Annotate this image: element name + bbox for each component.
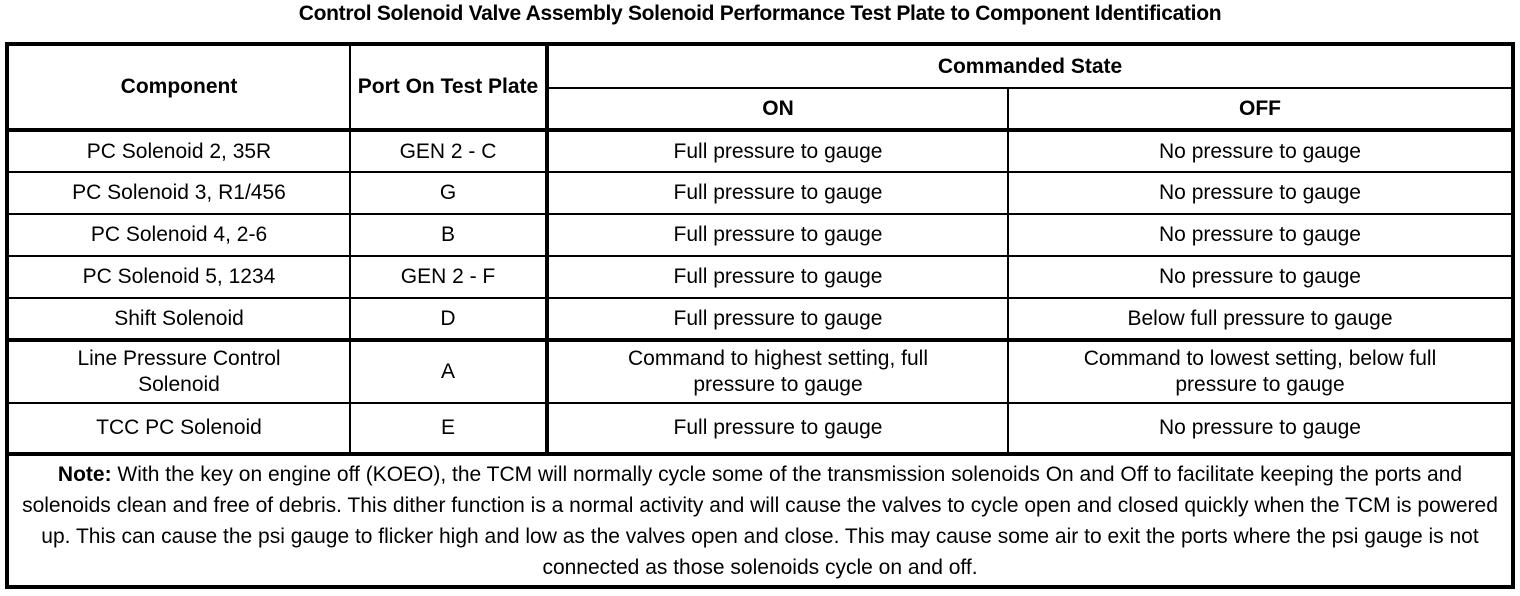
- cell-port: GEN 2 - F: [349, 255, 549, 299]
- cell-component: Line Pressure Control Solenoid: [6, 339, 351, 404]
- col-header-port-on-test-plate: Port On Test Plate: [349, 43, 549, 132]
- cell-port: D: [349, 297, 549, 342]
- table-row: Line Pressure Control Solenoid A Command…: [6, 339, 1514, 404]
- table-row: Shift Solenoid D Full pressure to gauge …: [6, 297, 1514, 342]
- cell-component: Shift Solenoid: [6, 297, 351, 342]
- page-title: Control Solenoid Valve Assembly Solenoid…: [298, 2, 1222, 25]
- cell-on: Full pressure to gauge: [546, 171, 1009, 215]
- note-cell: Note: With the key on engine off (KOEO),…: [6, 453, 1514, 588]
- cell-on: Full pressure to gauge: [546, 297, 1009, 342]
- note-row: Note: With the key on engine off (KOEO),…: [6, 453, 1514, 588]
- cell-port: E: [349, 402, 549, 456]
- cell-on: Full pressure to gauge: [546, 129, 1009, 173]
- cell-off: No pressure to gauge: [1007, 213, 1514, 257]
- cell-off: No pressure to gauge: [1007, 255, 1514, 299]
- col-header-on: ON: [546, 87, 1009, 132]
- solenoid-performance-table: Component Port On Test Plate Commanded S…: [5, 42, 1515, 589]
- cell-off: No pressure to gauge: [1007, 129, 1514, 173]
- header-row-commanded-state: Component Port On Test Plate Commanded S…: [6, 43, 1514, 132]
- cell-component: PC Solenoid 2, 35R: [6, 129, 351, 173]
- col-header-commanded-state: Commanded State: [546, 43, 1514, 89]
- cell-off: No pressure to gauge: [1007, 171, 1514, 215]
- cell-off-text: Command to lowest setting, below full pr…: [1083, 347, 1437, 396]
- table-row: PC Solenoid 2, 35R GEN 2 - C Full pressu…: [6, 129, 1514, 173]
- col-header-off: OFF: [1007, 87, 1514, 132]
- cell-component: TCC PC Solenoid: [6, 402, 351, 456]
- cell-port: B: [349, 213, 549, 257]
- cell-component: PC Solenoid 5, 1234: [6, 255, 351, 299]
- cell-port: G: [349, 171, 549, 215]
- cell-on-text: Command to highest setting, full pressur…: [628, 347, 928, 396]
- cell-off: Command to lowest setting, below full pr…: [1007, 339, 1514, 404]
- header-row-on-off: ON OFF: [7, 87, 1514, 132]
- cell-on: Full pressure to gauge: [546, 255, 1009, 299]
- cell-off: Below full pressure to gauge: [1007, 297, 1514, 342]
- note-text: With the key on engine off (KOEO), the T…: [22, 462, 1498, 579]
- table-row: PC Solenoid 4, 2-6 B Full pressure to ga…: [6, 213, 1514, 257]
- cell-on: Full pressure to gauge: [546, 402, 1009, 456]
- cell-port: GEN 2 - C: [349, 129, 549, 173]
- cell-component-text: Line Pressure Control Solenoid: [77, 347, 281, 396]
- cell-on: Full pressure to gauge: [546, 213, 1009, 257]
- cell-port: A: [349, 339, 549, 404]
- table-row: PC Solenoid 3, R1/456 G Full pressure to…: [6, 171, 1514, 215]
- col-header-component: Component: [6, 43, 351, 132]
- table-row: TCC PC Solenoid E Full pressure to gauge…: [6, 402, 1514, 456]
- note-label: Note:: [57, 462, 112, 486]
- cell-component: PC Solenoid 3, R1/456: [6, 171, 351, 215]
- cell-component: PC Solenoid 4, 2-6: [6, 213, 351, 257]
- cell-on: Command to highest setting, full pressur…: [546, 339, 1009, 404]
- table-row: PC Solenoid 5, 1234 GEN 2 - F Full press…: [6, 255, 1514, 299]
- cell-off: No pressure to gauge: [1007, 402, 1514, 456]
